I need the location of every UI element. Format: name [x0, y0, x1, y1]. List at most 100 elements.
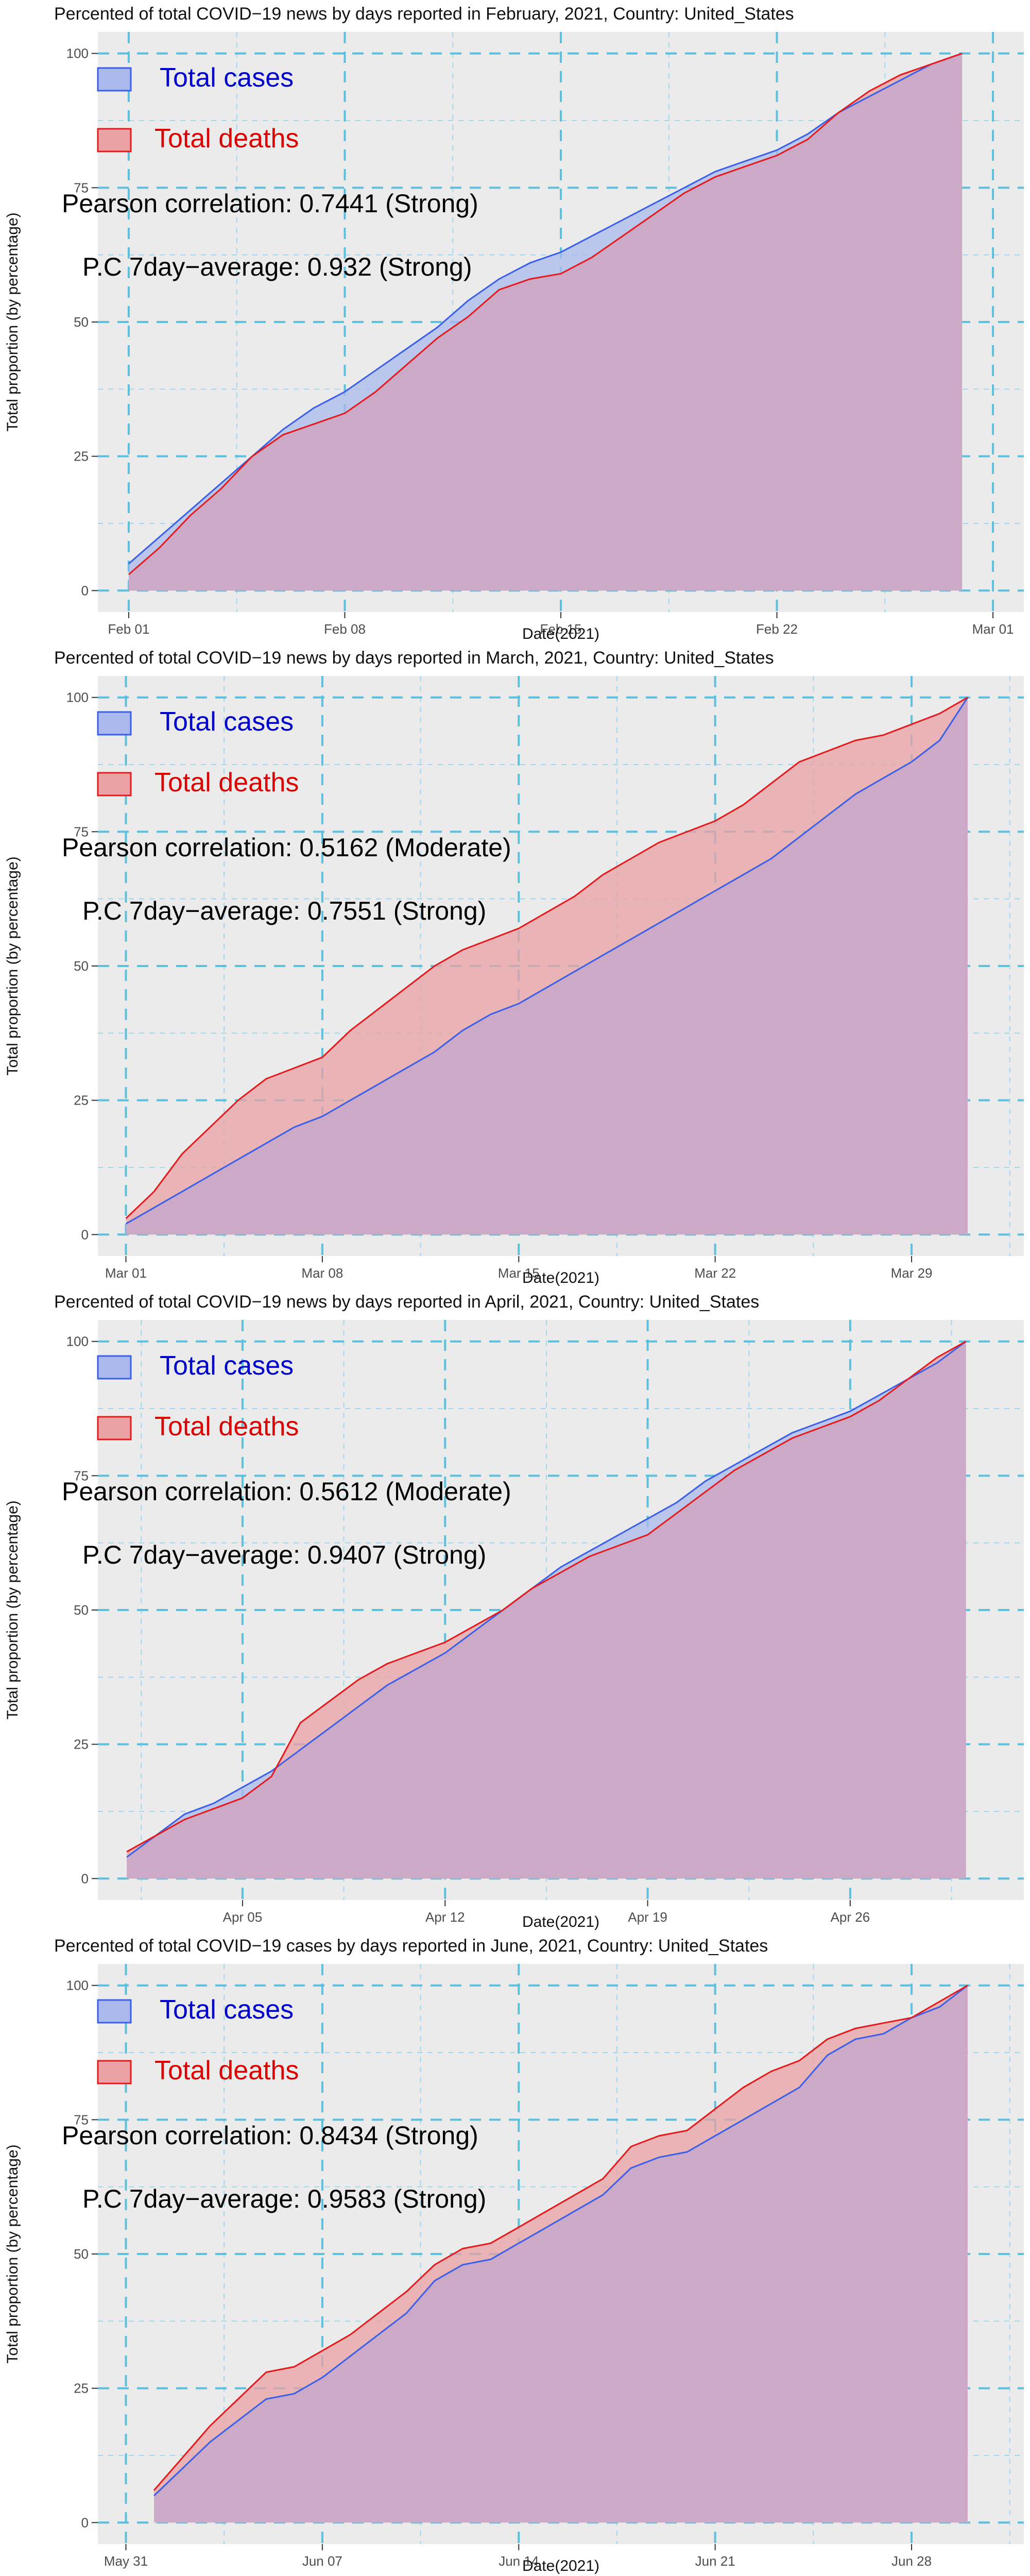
y-tick-label: 75	[74, 180, 89, 195]
pearson-annotation: Pearson correlation: 0.5162 (Moderate)	[62, 833, 511, 862]
chart-title: Percented of total COVID−19 news by days…	[54, 4, 794, 24]
legend-key-deaths	[97, 1416, 132, 1440]
y-tick-label: 50	[74, 958, 89, 974]
chart-title: Percented of total COVID−19 cases by day…	[54, 1936, 768, 1956]
legend-label-cases: Total cases	[160, 707, 294, 737]
y-tick-label: 50	[74, 1602, 89, 1618]
x-axis-title: Date(2021)	[522, 625, 599, 642]
axes: 0 25 50 75 100 Apr 05 Apr 12 Apr 19 Apr 26	[66, 1334, 870, 1925]
line-total-deaths	[126, 1341, 967, 1853]
legend-label-deaths: Total deaths	[154, 768, 299, 798]
y-axis-title: Total proportion (by percentage)	[4, 856, 21, 1075]
y-tick-label: 0	[81, 583, 89, 598]
line-total-cases	[126, 1341, 967, 1858]
x-tick-label: Jun 21	[695, 2553, 735, 2569]
axes: 0 25 50 75 100 May 31 Jun 07 Jun 14 Jun 21 Jun 28	[66, 1978, 932, 2569]
pearson-annotation: Pearson correlation: 0.5612 (Moderate)	[62, 1477, 511, 1506]
y-tick-label: 50	[74, 2246, 89, 2262]
chart-april: 0 25 50 75 100 Apr 05 Apr 12 Apr 19 Apr 26 Percen…	[0, 1288, 1030, 1932]
pc-7day-annotation: P.C 7day−average: 0.7551 (Strong)	[82, 896, 486, 925]
legend: Total cases Total deaths	[97, 707, 299, 798]
x-tick-label: May 31	[104, 2553, 148, 2569]
x-tick-label: Jun 07	[302, 2553, 342, 2569]
legend-key-deaths	[97, 128, 132, 152]
legend-label-cases: Total cases	[160, 1995, 294, 2025]
x-tick-label: Mar 01	[972, 621, 1014, 637]
y-tick-label: 75	[74, 824, 89, 839]
x-tick-label: Apr 12	[425, 1909, 465, 1925]
y-tick-label: 0	[81, 1227, 89, 1242]
pc-7day-annotation: P.C 7day−average: 0.9583 (Strong)	[82, 2184, 486, 2213]
x-tick-label: Mar 15	[498, 1265, 540, 1281]
x-axis-title: Date(2021)	[522, 2557, 599, 2574]
y-tick-label: 0	[81, 2515, 89, 2530]
x-tick-label: Apr 19	[628, 1909, 667, 1925]
legend-key-cases	[97, 1999, 132, 2024]
chart-svg: 0 25 50 75 100 Mar 01 Mar 08 Mar 15 Mar 22 Mar 29…	[4, 648, 1024, 1286]
x-axis-title: Date(2021)	[522, 1269, 599, 1286]
y-tick-label: 100	[66, 1334, 89, 1349]
x-tick-label: Feb 15	[540, 621, 582, 637]
x-tick-label: Jun 14	[499, 2553, 539, 2569]
y-tick-label: 0	[81, 1871, 89, 1886]
y-axis-title: Total proportion (by percentage)	[4, 1500, 21, 1719]
chart-title: Percented of total COVID−19 news by days…	[54, 648, 774, 668]
x-tick-label: Apr 05	[223, 1909, 263, 1925]
y-tick-label: 75	[74, 2112, 89, 2127]
line-total-cases	[153, 1985, 968, 2497]
line-total-deaths	[153, 1985, 968, 2491]
legend-label-cases: Total cases	[160, 1351, 294, 1381]
chart-title: Percented of total COVID−19 news by days…	[54, 1292, 759, 1312]
x-tick-label: Mar 22	[694, 1265, 736, 1281]
y-tick-label: 25	[74, 449, 89, 464]
x-tick-label: Mar 01	[105, 1265, 147, 1281]
y-tick-label: 25	[74, 2381, 89, 2396]
area-overlap	[127, 1341, 966, 1879]
chart-svg: 0 25 50 75 100 Feb 01 Feb 08 Feb 15 Feb 22 Mar 01…	[4, 4, 1024, 642]
legend-key-deaths	[97, 772, 132, 796]
legend-label-deaths: Total deaths	[154, 124, 299, 154]
legend-key-cases	[97, 1355, 132, 1380]
x-tick-label: Jun 28	[891, 2553, 932, 2569]
pc-7day-annotation: P.C 7day−average: 0.9407 (Strong)	[82, 1540, 486, 1569]
chart-svg: 0 25 50 75 100 May 31 Jun 07 Jun 14 Jun 21 Jun 28…	[4, 1936, 1024, 2574]
legend-label-deaths: Total deaths	[154, 2056, 299, 2086]
x-tick-label: Feb 08	[324, 621, 366, 637]
y-tick-label: 75	[74, 1468, 89, 1483]
x-tick-label: Mar 29	[891, 1265, 933, 1281]
chart-february: 0 25 50 75 100 Feb 01 Feb 08 Feb 15 Feb 22 Mar 01…	[0, 0, 1030, 644]
area-overlap	[154, 1985, 968, 2523]
chart-svg: 0 25 50 75 100 Apr 05 Apr 12 Apr 19 Apr 26 Percen…	[4, 1292, 1024, 1930]
legend-label-deaths: Total deaths	[154, 1412, 299, 1442]
y-axis-title: Total proportion (by percentage)	[4, 212, 21, 431]
legend-key-cases	[97, 711, 132, 736]
pearson-annotation: Pearson correlation: 0.8434 (Strong)	[62, 2121, 478, 2150]
area-overlap	[126, 697, 968, 1235]
legend: Total cases Total deaths	[97, 1995, 299, 2086]
chart-march: 0 25 50 75 100 Mar 01 Mar 08 Mar 15 Mar 22 Mar 29…	[0, 644, 1030, 1288]
y-tick-label: 50	[74, 314, 89, 330]
line-total-cases	[125, 697, 969, 1225]
x-tick-label: Mar 08	[301, 1265, 343, 1281]
line-total-deaths	[125, 697, 968, 1219]
x-tick-label: Feb 01	[108, 621, 149, 637]
x-axis-title: Date(2021)	[522, 1913, 599, 1930]
y-tick-label: 100	[66, 46, 89, 61]
axes: 0 25 50 75 100 Feb 01 Feb 08 Feb 15 Feb 22 Mar 01	[66, 46, 1014, 637]
x-tick-label: Apr 26	[831, 1909, 870, 1925]
axes: 0 25 50 75 100 Mar 01 Mar 08 Mar 15 Mar 22 Mar 29	[66, 690, 933, 1281]
legend: Total cases Total deaths	[97, 1351, 299, 1442]
x-tick-label: Feb 22	[756, 621, 798, 637]
y-tick-label: 25	[74, 1093, 89, 1108]
line-total-deaths	[128, 53, 963, 575]
pc-7day-annotation: P.C 7day−average: 0.932 (Strong)	[82, 252, 472, 281]
legend: Total cases Total deaths	[97, 63, 299, 154]
pearson-annotation: Pearson correlation: 0.7441 (Strong)	[62, 189, 478, 218]
area-overlap	[128, 53, 963, 591]
chart-june: 0 25 50 75 100 May 31 Jun 07 Jun 14 Jun 21 Jun 28…	[0, 1932, 1030, 2576]
y-tick-label: 25	[74, 1737, 89, 1752]
legend-key-deaths	[97, 2060, 132, 2084]
y-tick-label: 100	[66, 690, 89, 705]
line-total-cases	[128, 53, 963, 565]
